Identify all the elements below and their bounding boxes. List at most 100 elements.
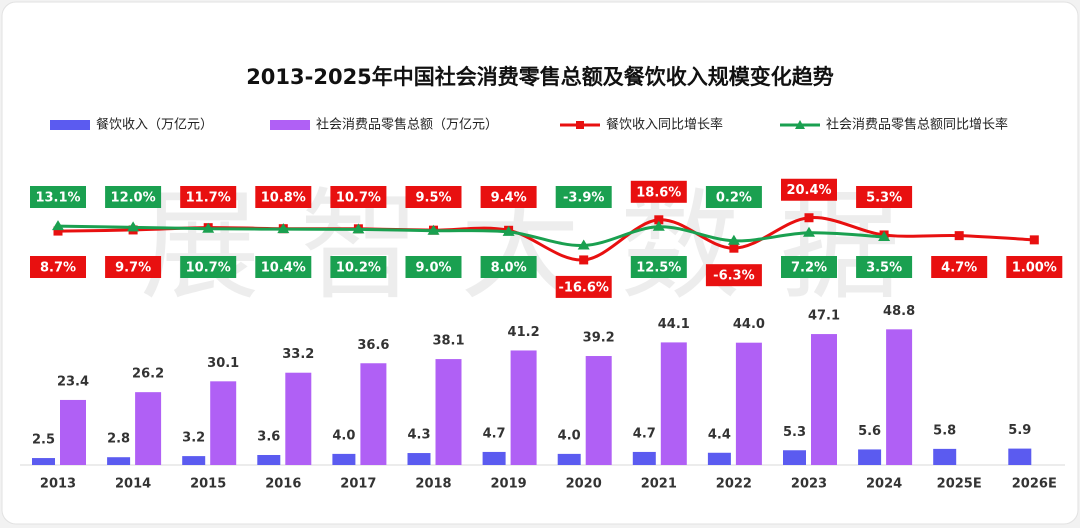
x-tick-label: 2020 [566,477,602,492]
value-label-box [630,256,687,278]
bar-value-label: 48.8 [883,304,915,319]
line-value-label: 13.1% [35,191,80,206]
line-value-label: 3.5% [866,261,902,276]
line-value-label: 10.7% [186,261,231,276]
bar-value-label: 41.2 [508,325,540,340]
bar-value-label: 4.0 [558,428,581,443]
bar [632,451,656,465]
bar [182,456,206,465]
bar [735,342,762,465]
value-label-box [30,186,86,208]
bar-value-label: 5.6 [858,424,881,439]
line-value-label: 10.8% [261,191,306,206]
line-marker [803,226,815,237]
line-marker [427,224,440,235]
bar-value-label: 5.8 [933,423,956,438]
bar-value-label: 3.2 [182,431,205,446]
bar-value-label: 5.3 [783,425,806,440]
line-value-label: 9.5% [415,191,451,206]
value-label-box [330,256,387,278]
legend-marker [576,121,584,129]
line-marker [954,231,964,241]
bar-value-label: 36.6 [357,338,389,353]
value-label-box [255,256,312,278]
bar [435,359,462,465]
legend-swatch [270,120,310,130]
value-label-box [856,186,913,208]
line-value-label: 10.4% [261,261,306,276]
bar [482,451,506,465]
bar [407,453,431,465]
bar [107,457,131,465]
bar-value-label: 4.7 [633,426,656,441]
x-tick-label: 2019 [491,477,527,492]
line-value-label: 7.2% [791,261,827,276]
bar-value-label: 4.0 [332,428,355,443]
x-tick-label: 2021 [641,477,677,492]
bar [210,381,237,465]
line-value-label: 0.2% [716,191,752,206]
bar [811,334,837,465]
x-tick-label: 2024 [866,477,902,492]
bar-value-label: 47.1 [808,309,840,324]
line-marker [53,226,63,236]
x-tick-label: 2017 [340,477,376,492]
value-label-box [705,264,762,287]
value-label-box [30,256,86,278]
legend-label: 社会消费品零售总额（万亿元） [316,117,498,133]
value-label-box [180,256,237,278]
bar [933,448,957,465]
chart-title: 2013-2025年中国社会消费零售总额及餐饮收入规模变化趋势 [246,65,834,89]
bar-value-label: 3.6 [257,429,280,444]
value-label-box [480,256,537,278]
value-label-box [255,186,312,208]
value-label-box [405,256,462,278]
value-label-box [931,256,988,278]
line-marker [277,223,290,234]
line-marker [654,215,664,225]
x-tick-label: 2026E [1012,477,1057,492]
bar-value-label: 4.7 [483,426,506,441]
bar-value-label: 4.4 [708,427,731,442]
line-value-label: 8.7% [40,261,76,276]
legend-marker [795,120,805,129]
value-label-box [1006,256,1063,278]
bar [1008,448,1032,465]
line-marker [579,255,589,265]
line-value-label: 1.00% [1012,261,1057,276]
value-label-box [480,186,537,208]
line-marker [804,213,814,223]
value-label-box [781,178,837,201]
value-label-box [555,275,612,298]
line-marker [352,223,365,234]
value-label-box [705,186,762,208]
line-marker [729,243,739,253]
legend-label: 社会消费品零售总额同比增长率 [826,117,1008,133]
value-label-box [180,186,237,208]
bar-value-label: 38.1 [432,334,464,349]
line-value-label: 10.7% [336,191,381,206]
bar [557,453,581,465]
bar [360,363,387,465]
line-value-label: 12.5% [636,261,681,276]
line-marker [727,234,740,245]
bar-value-label: 33.2 [282,347,314,362]
value-label-box [105,186,162,208]
line-value-label: -3.9% [563,191,604,206]
bar [32,458,55,465]
bar-value-label: 26.2 [132,367,164,382]
bar-value-label: 2.8 [107,432,130,447]
line-marker [577,239,590,250]
legend-label: 餐饮收入（万亿元） [96,117,213,133]
line-value-label: 10.2% [336,261,381,276]
line-value-label: 11.7% [186,191,231,206]
bar-value-label: 44.1 [658,317,690,332]
line-value-label: 8.0% [491,261,527,276]
legend-swatch [50,120,90,130]
bar [858,449,882,465]
bar-value-label: 5.9 [1008,423,1031,438]
line-marker [127,221,140,232]
line-value-label: 18.6% [636,185,681,200]
